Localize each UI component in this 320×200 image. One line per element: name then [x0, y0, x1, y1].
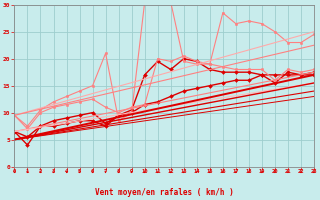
X-axis label: Vent moyen/en rafales ( km/h ): Vent moyen/en rafales ( km/h )	[95, 188, 234, 197]
